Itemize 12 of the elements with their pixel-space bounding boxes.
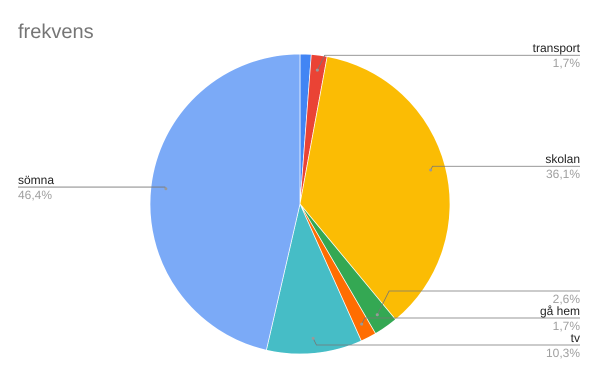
slice-label: skolan — [545, 152, 580, 166]
slice-label: sömna — [18, 173, 54, 188]
data-label: 36,1% — [546, 167, 580, 182]
chart-title: frekvens — [18, 21, 94, 43]
slice-label: transport — [532, 41, 581, 56]
slice-label: gå hem — [540, 304, 580, 318]
data-label: 1,7% — [552, 56, 580, 70]
data-label: 46,4% — [18, 188, 52, 202]
data-label: 10,3% — [546, 346, 580, 360]
data-label: 2,6% — [552, 292, 580, 306]
slice-label: tv — [570, 331, 580, 345]
data-label: 1,7% — [552, 319, 580, 333]
